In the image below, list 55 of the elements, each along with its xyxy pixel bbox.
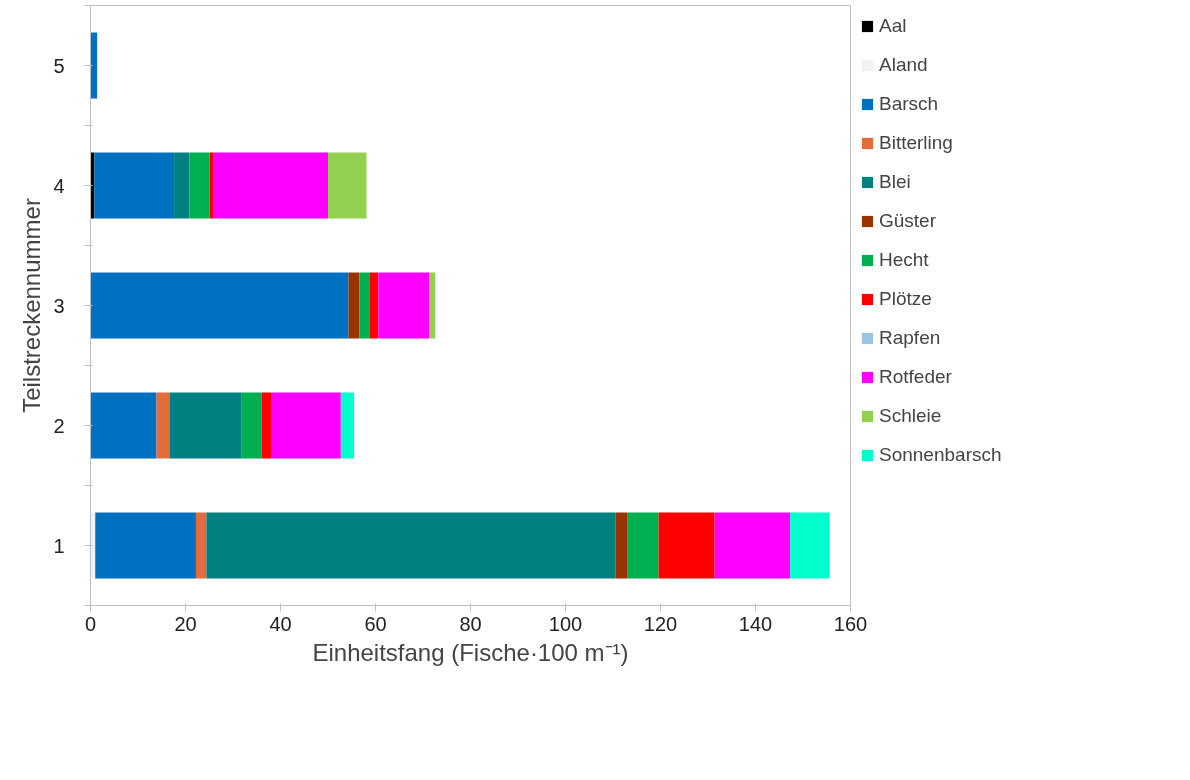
x-tick-label: 20 [174,612,197,635]
y-tick-label: 4 [53,174,65,197]
x-axis-title: Einheitsfang (Fische·100 m⁻¹) [312,638,629,666]
x-tick-label: 0 [84,612,97,635]
legend-label: Rotfeder [879,366,952,388]
legend-label: Rapfen [879,327,941,349]
bar [340,392,355,459]
bar [174,152,190,219]
x-tick-label: 160 [833,612,868,635]
bar [206,512,616,579]
x-tick-label: 40 [269,612,292,635]
y-tick-label: 1 [53,534,65,557]
bar [169,392,242,459]
bar [271,392,341,459]
bar [359,272,370,339]
bar [261,392,271,459]
bar [195,512,207,579]
y-tick-label: 2 [53,414,65,437]
bar [378,272,430,339]
bar [209,152,214,219]
bar [658,512,715,579]
bar [90,32,98,99]
bar [90,272,349,339]
bar [94,152,175,219]
bar [156,392,170,459]
x-tick-label: 120 [643,612,678,635]
bar [189,152,210,219]
x-tick-label: 80 [459,612,482,635]
x-tick-label: 140 [738,612,773,635]
bar [790,512,830,579]
legend-label: Plötze [879,288,932,310]
legend-label: Schleie [879,405,942,427]
legend-label: Blei [879,171,911,193]
bar [714,512,791,579]
bar [627,512,659,579]
bar [369,272,379,339]
bar [241,392,262,459]
legend-label: Sonnenbarsch [879,444,1002,466]
legend-label: Barsch [879,93,939,115]
legend-label: Aland [879,54,928,76]
x-tick-label: 100 [548,612,583,635]
bar [95,512,196,579]
y-tick-label: 3 [53,294,65,317]
bar [328,152,367,219]
legend-label: Bitterling [879,132,953,154]
y-axis-title: Teilstreckennummer [18,198,46,413]
bar [90,392,157,459]
legend-label: Aal [879,15,907,37]
y-tick-label: 5 [53,54,65,77]
legend-label: Güster [879,210,937,232]
bar [615,512,628,579]
legend-label: Hecht [879,249,929,271]
bar [348,272,360,339]
bar [213,152,328,219]
x-tick-label: 60 [364,612,387,635]
